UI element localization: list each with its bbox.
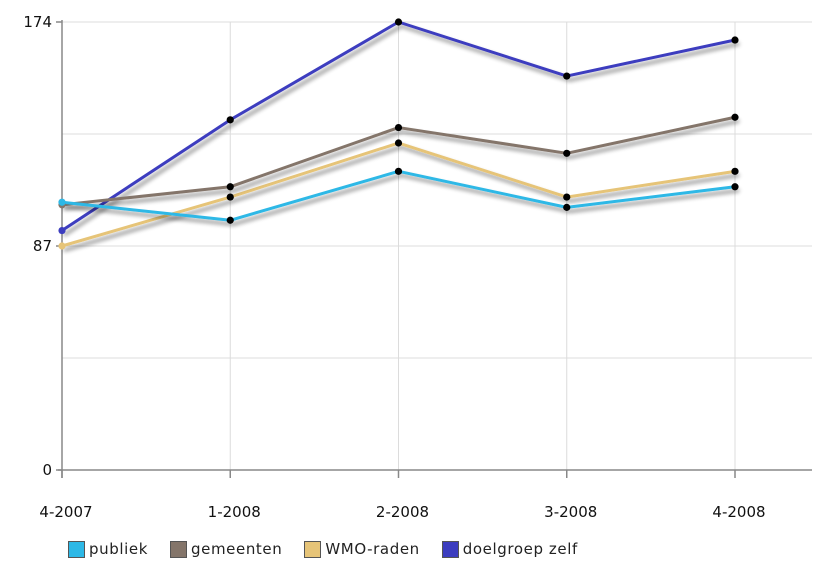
data-point[interactable] [226,216,234,224]
data-point[interactable] [563,193,571,201]
legend-item[interactable]: gemeenten [170,540,282,558]
legend-swatch [68,540,85,558]
data-point[interactable] [58,198,66,206]
legend-swatch [441,540,459,558]
data-point[interactable] [563,149,571,157]
data-point[interactable] [226,193,234,201]
data-point[interactable] [394,18,403,26]
data-point[interactable] [731,113,739,121]
y-tick-label: 174 [23,13,52,31]
x-tick-label: 2-2008 [376,503,429,521]
axes [56,20,812,478]
legend-item[interactable]: WMO-raden [304,540,419,558]
legend-item[interactable]: doelgroep zelf [441,540,578,558]
data-point[interactable] [394,123,403,132]
legend-swatch [304,540,322,558]
tick-labels: 0 87 174 4-2007 1-2008 2-2008 3-2008 4-2008 [23,13,765,521]
data-point[interactable] [563,203,571,211]
legend: publiek gemeenten WMO-raden doelgroep zelf [68,538,600,560]
data-point[interactable] [563,72,571,80]
data-point[interactable] [394,167,403,175]
x-tick-label: 1-2008 [208,503,261,521]
series-group [58,18,739,250]
legend-label: WMO-raden [325,540,420,558]
y-tick-label: 87 [33,237,52,255]
data-point[interactable] [58,242,66,250]
grid [62,21,812,470]
data-point[interactable] [394,139,403,147]
data-point[interactable] [731,167,739,175]
data-point[interactable] [731,183,739,191]
legend-item[interactable]: publiek [68,540,148,558]
x-tick-label: 4-2007 [39,503,92,521]
data-point[interactable] [226,116,234,124]
data-point[interactable] [58,226,66,235]
data-point[interactable] [226,183,234,191]
x-tick-label: 3-2008 [544,503,597,521]
y-tick-label: 0 [42,461,52,479]
legend-label: publiek [89,540,148,558]
data-point[interactable] [731,36,739,44]
legend-label: gemeenten [191,540,283,558]
legend-label: doelgroep zelf [462,540,578,558]
legend-swatch [170,540,187,558]
x-tick-label: 4-2008 [712,503,765,521]
